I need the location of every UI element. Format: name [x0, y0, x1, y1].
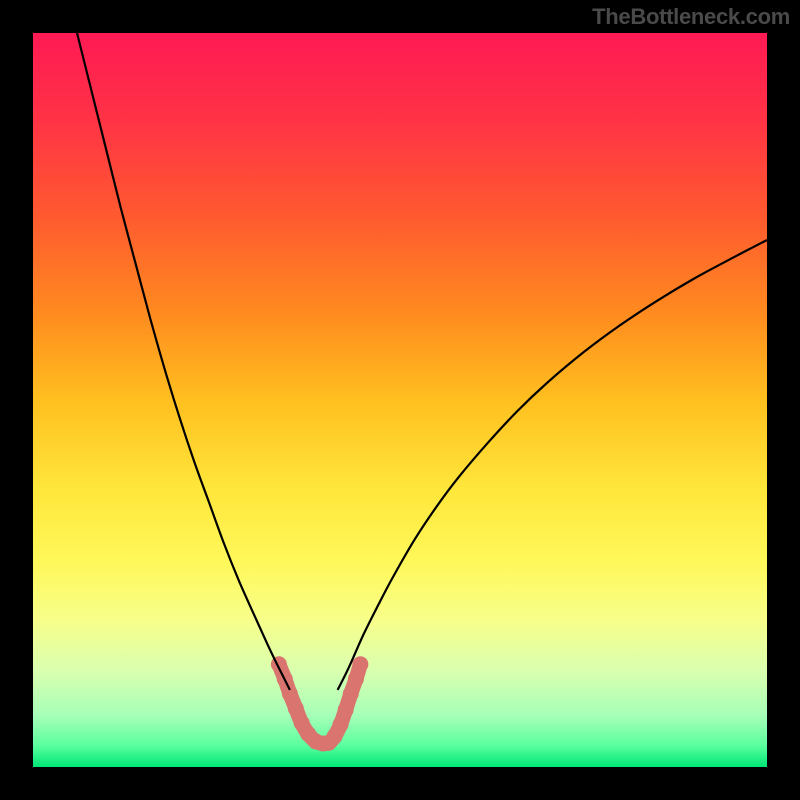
optimal-range-bead: [348, 671, 364, 687]
optimal-range-bead: [333, 716, 349, 732]
watermark-text: TheBottleneck.com: [592, 4, 790, 30]
chart-container: { "watermark": { "text": "TheBottleneck.…: [0, 0, 800, 800]
optimal-range-bead: [343, 686, 359, 702]
gradient-background: [33, 33, 767, 767]
optimal-range-bead: [338, 702, 354, 718]
optimal-range-bead: [352, 656, 368, 672]
bottleneck-chart: [0, 0, 800, 800]
optimal-range-bead: [288, 700, 304, 716]
